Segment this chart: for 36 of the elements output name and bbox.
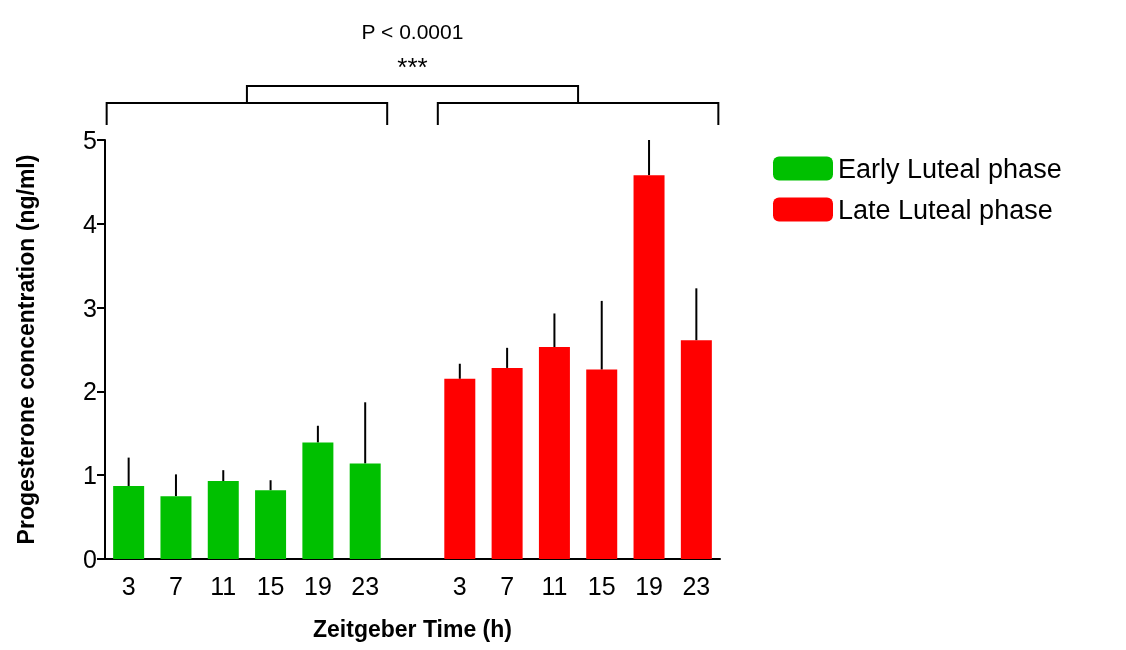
x-tick-label: 3 <box>452 571 467 600</box>
x-tick-label: 15 <box>256 571 285 600</box>
x-tick-label: 23 <box>351 571 380 600</box>
bar <box>255 490 287 559</box>
legend-label: Late Luteal phase <box>838 194 1053 225</box>
bar <box>444 378 476 559</box>
x-tick-label: 7 <box>500 571 515 600</box>
bar <box>586 369 618 559</box>
bar <box>633 175 665 559</box>
y-tick-label: 4 <box>83 209 98 238</box>
bar <box>491 367 523 559</box>
bar <box>680 340 712 559</box>
bar <box>207 481 239 559</box>
y-tick-label: 0 <box>83 545 97 573</box>
x-tick-label: 11 <box>541 571 568 600</box>
bar <box>160 496 192 559</box>
x-tick-label: 11 <box>210 571 237 600</box>
x-tick-label: 15 <box>587 571 616 600</box>
y-tick-label: 3 <box>83 293 97 322</box>
bar <box>538 346 570 559</box>
x-tick-label: 23 <box>682 571 711 600</box>
y-tick-label: 1 <box>83 461 97 490</box>
y-axis-title: Progesterone concentration (ng/ml) <box>12 154 39 545</box>
bar <box>113 486 145 559</box>
bar <box>349 463 381 559</box>
text: P < 0.0001 <box>361 20 464 44</box>
bar <box>302 442 334 559</box>
y-tick-label: 5 <box>83 126 97 154</box>
x-tick-label: 19 <box>635 571 663 600</box>
x-tick-label: 19 <box>303 571 332 600</box>
text: *** <box>397 52 428 83</box>
y-tick-label: 2 <box>83 377 97 406</box>
x-tick-label: 7 <box>169 571 183 600</box>
x-tick-label: 3 <box>121 571 136 600</box>
legend-label: Early Luteal phase <box>838 153 1062 184</box>
x-axis-title: Zeitgeber Time (h) <box>313 615 512 642</box>
